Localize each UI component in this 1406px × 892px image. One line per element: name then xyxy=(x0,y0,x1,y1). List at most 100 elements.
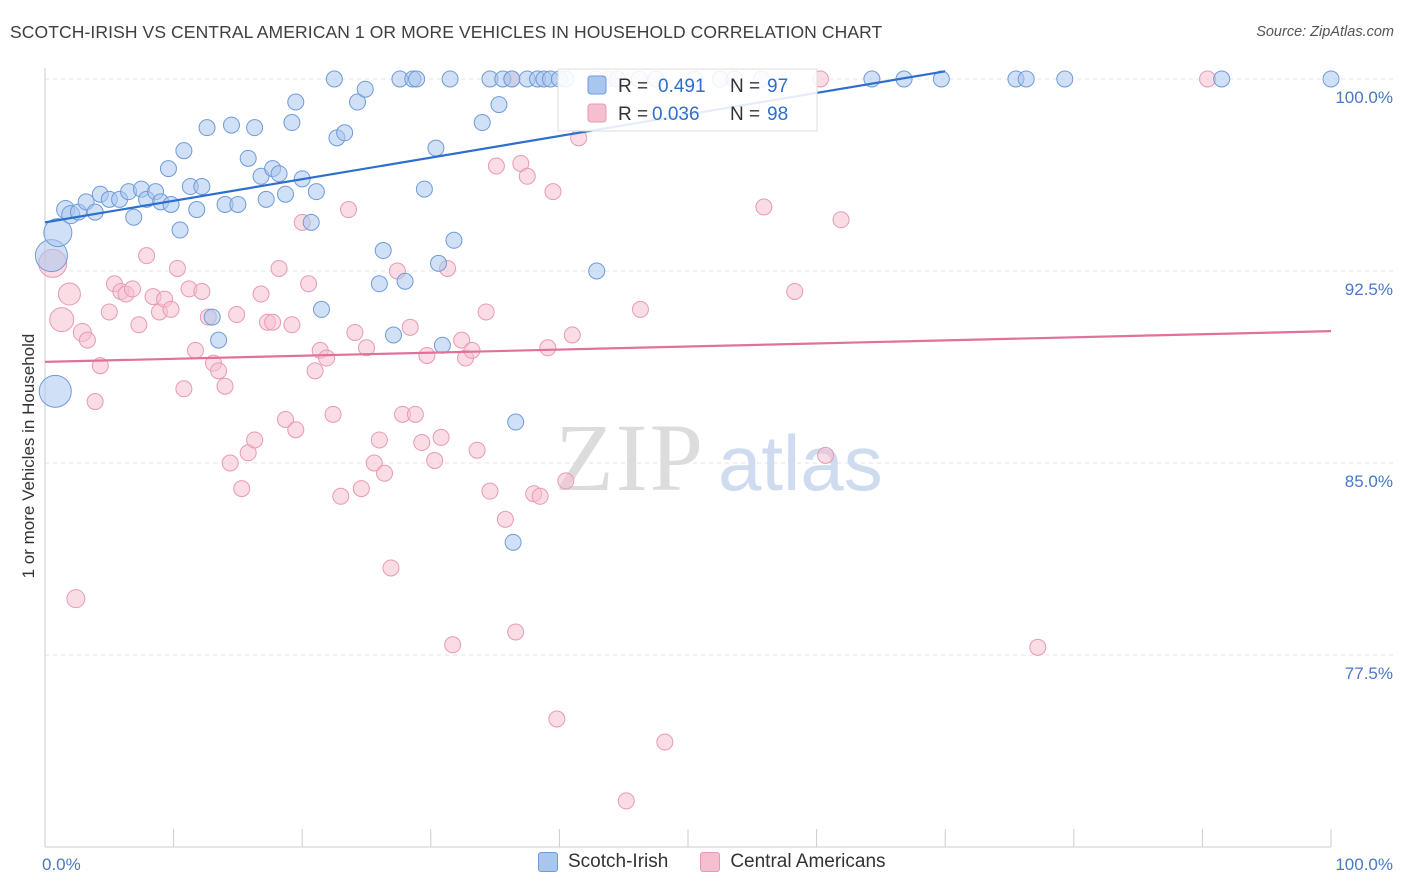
central-americans-point-36 xyxy=(270,259,288,277)
legend-n-label: N = xyxy=(730,104,760,125)
central-americans-point-72 xyxy=(496,510,514,528)
legend-swatch-scotch-irish xyxy=(587,75,607,95)
central-americans-point-94 xyxy=(832,211,850,229)
central-americans-point-51 xyxy=(365,454,383,472)
central-americans-point-48 xyxy=(346,323,364,341)
scotch-irish-point-33 xyxy=(257,190,275,208)
central-americans-point-46 xyxy=(332,487,350,505)
scotch-irish-point-12 xyxy=(125,208,143,226)
legend-r-label: R = xyxy=(618,76,648,97)
scotch-irish-point-30 xyxy=(239,149,257,167)
scotch-irish-point-47 xyxy=(356,80,374,98)
central-americans-point-26 xyxy=(210,362,228,380)
scotch-irish-point-35 xyxy=(270,165,288,183)
legend-swatch-central-americans xyxy=(587,103,607,123)
central-americans-point-57 xyxy=(401,318,419,336)
central-americans-point-68 xyxy=(468,441,486,459)
scotch-irish-point-74 xyxy=(588,262,606,280)
central-americans-point-67 xyxy=(463,341,481,359)
scotch-irish-point-58 xyxy=(433,336,451,354)
central-americans-point-29 xyxy=(228,306,246,324)
bottom-legend-item-scotch-irish: Scotch-Irish xyxy=(538,851,668,873)
central-americans-point-81 xyxy=(548,710,566,728)
central-americans-point-8 xyxy=(100,303,118,321)
central-americans-point-47 xyxy=(339,201,357,219)
central-americans-point-12 xyxy=(123,280,141,298)
scotch-irish-point-24 xyxy=(198,119,216,137)
scotch-irish-point-36 xyxy=(276,185,294,203)
central-americans-point-69 xyxy=(477,303,495,321)
central-americans-point-23 xyxy=(193,282,211,300)
central-americans-point-41 xyxy=(300,275,318,293)
watermark-zip: ZIP xyxy=(555,404,705,511)
y-tick-label-0: 100.0% xyxy=(1335,88,1393,107)
legend-r-value-scotch-irish: 0.491 xyxy=(658,76,706,97)
central-americans-point-44 xyxy=(318,349,336,367)
scotch-irish-point-23 xyxy=(193,178,211,196)
scotch-irish-point-54 xyxy=(408,70,426,88)
central-americans-point-35 xyxy=(264,313,282,331)
central-americans-point-1 xyxy=(49,307,75,333)
bottom-legend-item-central-americans: Central Americans xyxy=(700,851,886,873)
scotch-irish-point-40 xyxy=(302,213,320,231)
central-americans-point-37 xyxy=(276,410,294,428)
central-americans-point-88 xyxy=(631,300,649,318)
scotch-irish-point-65 xyxy=(503,70,521,88)
central-americans-point-70 xyxy=(481,482,499,500)
central-americans-point-78 xyxy=(531,487,549,505)
central-americans-point-45 xyxy=(324,405,342,423)
scotch-irish-point-29 xyxy=(229,195,247,213)
chart-title: SCOTCH-IRISH VS CENTRAL AMERICAN 1 OR MO… xyxy=(10,22,883,42)
scotch-irish-point-60 xyxy=(445,231,463,249)
y-tick-label-2: 85.0% xyxy=(1345,472,1393,491)
scotch-irish-point-26 xyxy=(210,331,228,349)
central-americans-point-64 xyxy=(444,636,462,654)
scotch-irish-point-45 xyxy=(336,124,354,142)
y-axis-label: 1 or more Vehicles in Household xyxy=(19,334,38,579)
scotch-irish-points xyxy=(34,70,1340,551)
central-americans-point-19 xyxy=(168,259,186,277)
central-americans-point-80 xyxy=(544,183,562,201)
central-americans-point-14 xyxy=(138,247,156,265)
legend-n-label: N = xyxy=(730,76,760,97)
central-americans-point-5 xyxy=(86,393,104,411)
central-americans-point-49 xyxy=(352,480,370,498)
scotch-irish-point-61 xyxy=(473,114,491,132)
central-americans-points xyxy=(38,70,1217,810)
scotch-irish-point-50 xyxy=(385,326,403,344)
scotch-irish-point-46 xyxy=(348,93,366,111)
scotch-irish-point-19 xyxy=(171,221,189,239)
x-tick-label-end: 100.0% xyxy=(1335,855,1393,874)
scotch-irish-point-38 xyxy=(287,93,305,111)
legend-n-value-central-americans: 98 xyxy=(767,104,788,125)
scotch-irish-point-22 xyxy=(188,201,206,219)
central-americans-point-50 xyxy=(358,339,375,357)
central-americans-point-96 xyxy=(1199,70,1217,88)
scotch-irish-point-17 xyxy=(159,160,177,178)
central-americans-point-38 xyxy=(283,316,301,334)
scotch-irish-point-56 xyxy=(427,139,445,157)
y-tick-labels: 100.0% 92.5% 85.0% 77.5% xyxy=(1335,88,1393,683)
central-americans-point-18 xyxy=(162,300,180,318)
axes xyxy=(44,68,1332,848)
scotch-irish-point-67 xyxy=(504,533,522,551)
central-americans-point-22 xyxy=(186,341,204,359)
scotch-irish-point-66 xyxy=(507,413,525,431)
legend-r-value-central-americans: 0.036 xyxy=(652,104,700,125)
scotch-irish-point-2 xyxy=(38,374,72,408)
legend-box: R = 0.491 N = 97 R = 0.036 N = 98 xyxy=(557,68,818,132)
source-label: Source: ZipAtlas.com xyxy=(1256,24,1394,40)
central-americans-point-30 xyxy=(233,480,251,498)
central-americans-point-91 xyxy=(786,282,804,300)
watermark-atlas: atlas xyxy=(718,419,883,507)
legend-r-label: R = xyxy=(618,104,648,125)
bottom-legend-label-central-americans: Central Americans xyxy=(730,851,886,872)
bottom-legend-swatch-central-americans xyxy=(700,852,721,872)
central-americans-point-71 xyxy=(487,157,505,175)
scotch-irish-point-86 xyxy=(1017,70,1035,88)
scotch-irish-point-31 xyxy=(246,119,264,137)
scotch-irish-point-59 xyxy=(441,70,459,88)
scotch-irish-point-37 xyxy=(283,114,301,132)
x-tick-label-start: 0.0% xyxy=(42,855,81,874)
